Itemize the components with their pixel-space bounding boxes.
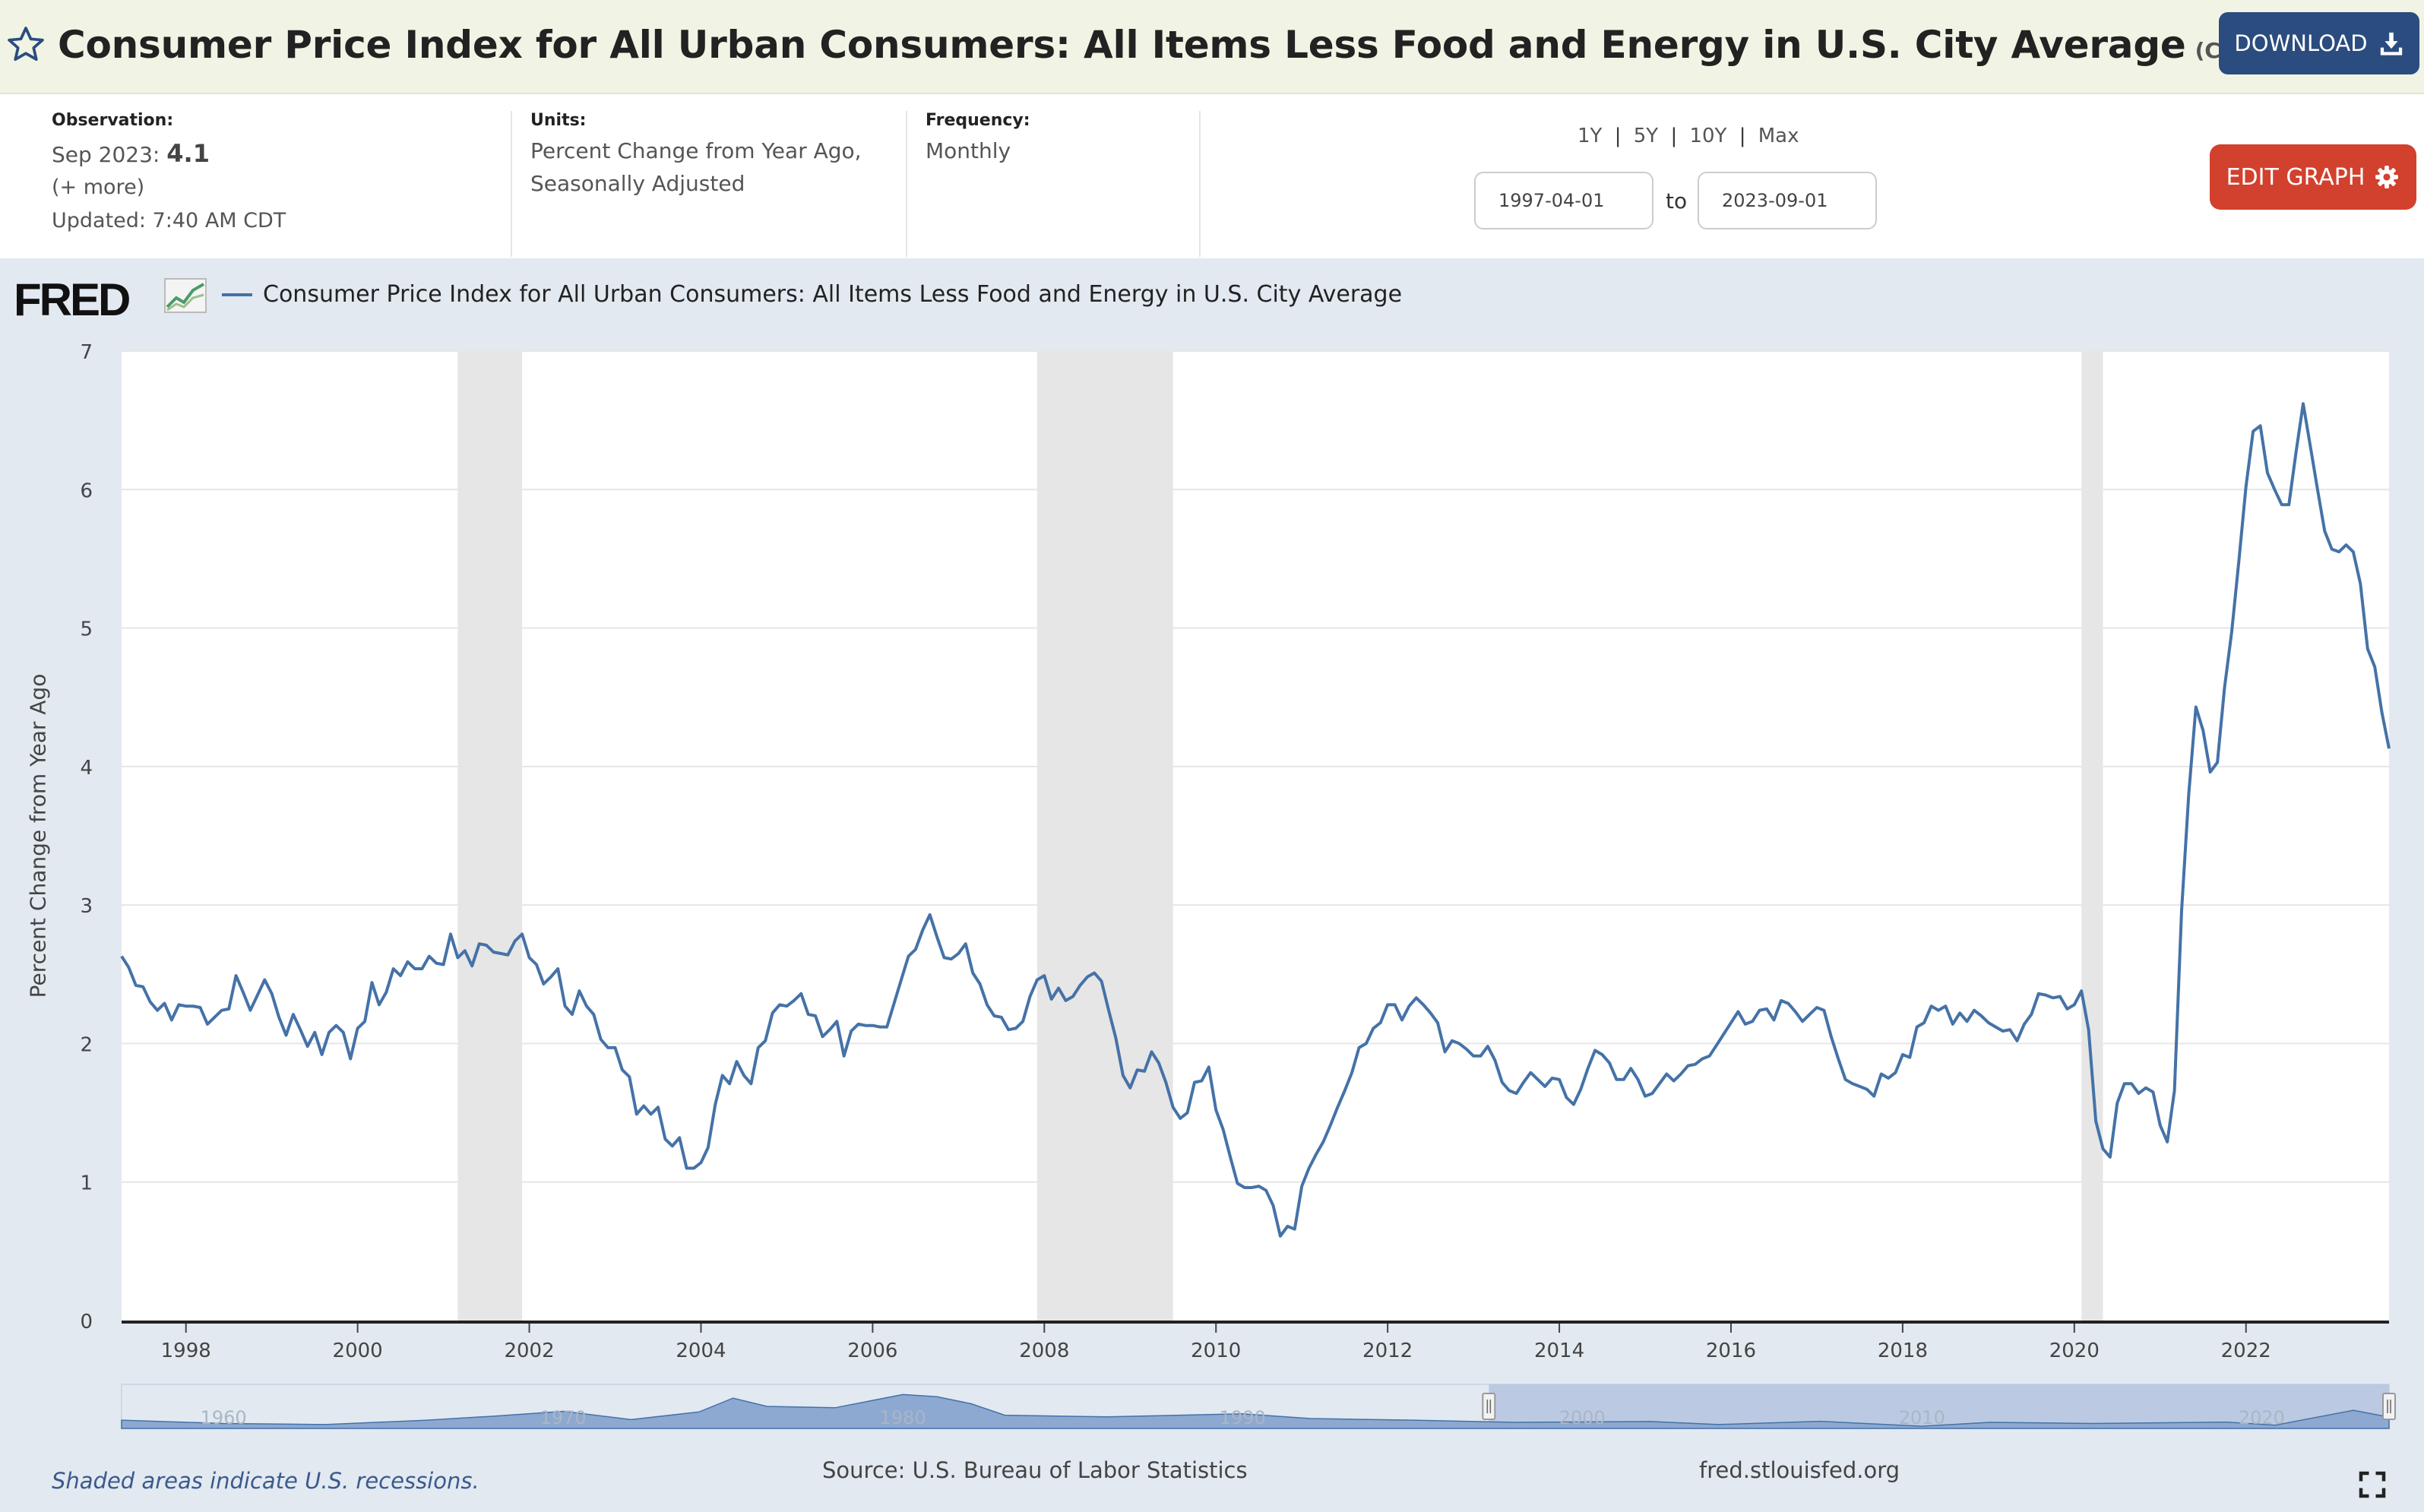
download-icon — [2380, 32, 2402, 55]
navigator-tick-label: 2010 — [1899, 1407, 1945, 1428]
range-5y-button[interactable]: 5Y — [1633, 125, 1659, 147]
source-text: Source: U.S. Bureau of Labor Statistics — [822, 1457, 1248, 1483]
x-tick-label: 2006 — [847, 1340, 897, 1362]
x-tick-label: 2018 — [1878, 1340, 1928, 1362]
range-separator: | — [1614, 125, 1622, 147]
edit-graph-label: EDIT GRAPH — [2226, 163, 2365, 191]
start-date-input[interactable]: 1997-04-01 — [1474, 172, 1653, 229]
updated-time: Updated: 7:40 AM CDT — [52, 209, 286, 232]
recession-band — [2081, 351, 2103, 1321]
navigator-tick-label: 2000 — [1559, 1407, 1606, 1428]
y-tick-label: 2 — [80, 1033, 93, 1056]
observation-panel: Observation: Sep 2023: 4.1 (+ more) Upda… — [52, 111, 286, 238]
download-button[interactable]: DOWNLOAD — [2219, 12, 2419, 74]
download-label: DOWNLOAD — [2234, 30, 2368, 56]
units-line-1: Percent Change from Year Ago, — [530, 138, 862, 163]
fred-logo[interactable]: FRED — [14, 274, 131, 325]
observation-value: 4.1 — [166, 139, 210, 168]
info-bar: Observation: Sep 2023: 4.1 (+ more) Upda… — [0, 94, 2424, 258]
y-tick-label: 6 — [80, 479, 93, 502]
more-link[interactable]: (+ more) — [52, 176, 145, 199]
header-bar: Consumer Price Index for All Urban Consu… — [0, 0, 2424, 94]
navigator-tick-label: 1980 — [880, 1407, 926, 1428]
to-label: to — [1666, 188, 1688, 214]
y-tick-label: 1 — [80, 1172, 93, 1195]
range-1y-button[interactable]: 1Y — [1577, 125, 1603, 147]
frequency-panel: Frequency: Monthly — [926, 111, 1030, 167]
navigator-tick-label: 1970 — [540, 1407, 587, 1428]
edit-graph-button[interactable]: EDIT GRAPH — [2210, 144, 2416, 210]
recession-band — [1036, 351, 1173, 1321]
y-tick-label: 4 — [80, 757, 93, 780]
navigator-tick-label: 1960 — [201, 1407, 247, 1428]
fullscreen-icon[interactable] — [2359, 1471, 2386, 1498]
y-tick-label: 3 — [80, 895, 93, 918]
star-icon[interactable] — [5, 24, 47, 66]
page-title: Consumer Price Index for All Urban Consu… — [58, 23, 2324, 67]
range-max-button[interactable]: Max — [1758, 125, 1799, 147]
x-tick-label: 2022 — [2221, 1340, 2271, 1362]
y-axis-label: Percent Change from Year Ago — [25, 673, 51, 998]
legend-label: Consumer Price Index for All Urban Consu… — [263, 281, 1403, 308]
y-tick-label: 7 — [80, 341, 93, 364]
x-tick-label: 2012 — [1362, 1340, 1413, 1362]
x-tick-label: 2010 — [1191, 1340, 1241, 1362]
fred-url-link[interactable]: fred.stlouisfed.org — [1699, 1457, 1900, 1483]
x-tick-label: 1998 — [161, 1340, 211, 1362]
navigator-tick-label: 1990 — [1220, 1407, 1266, 1428]
navigator-tick-label: 2020 — [2239, 1407, 2285, 1428]
units-panel: Units: Percent Change from Year Ago, Sea… — [530, 111, 862, 200]
recession-band — [457, 351, 523, 1321]
units-line-2: Seasonally Adjusted — [530, 171, 745, 196]
series-title: Consumer Price Index for All Urban Consu… — [58, 23, 2186, 67]
divider — [511, 111, 512, 257]
legend-swatch — [222, 293, 252, 296]
frequency-label: Frequency: — [926, 111, 1030, 130]
y-tick-label: 0 — [80, 1311, 93, 1333]
recession-note: Shaded areas indicate U.S. recessions. — [52, 1468, 479, 1494]
x-tick-label: 2008 — [1019, 1340, 1069, 1362]
gear-icon — [2375, 166, 2399, 188]
range-separator: | — [1670, 125, 1678, 147]
x-tick-label: 2004 — [676, 1340, 726, 1362]
range-10y-button[interactable]: 10Y — [1689, 125, 1727, 147]
observation-date: Sep 2023: — [52, 142, 160, 167]
divider — [906, 111, 907, 257]
x-tick-label: 2014 — [1534, 1340, 1584, 1362]
y-tick-label: 5 — [80, 618, 93, 641]
chart-svg: 0 1 2 3 4 5 6 7 1998 2000 2002 2004 2006 2008 2010 2012… — [80, 341, 2396, 1429]
x-tick-label: 2020 — [2049, 1340, 2100, 1362]
fred-chart-icon — [164, 278, 207, 313]
units-label: Units: — [530, 111, 587, 130]
range-selector: 1Y | 5Y | 10Y | Max — [1577, 125, 1799, 147]
navigator-handle[interactable] — [2382, 1393, 2396, 1420]
observation-value-line: Sep 2023: 4.1 — [52, 138, 286, 171]
x-tick-label: 2000 — [333, 1340, 383, 1362]
series-line — [120, 402, 2391, 1238]
end-date-input[interactable]: 2023-09-01 — [1698, 172, 1877, 229]
range-separator: | — [1739, 125, 1746, 147]
x-tick-label: 2016 — [1706, 1340, 1756, 1362]
observation-label: Observation: — [52, 111, 174, 130]
divider — [1199, 111, 1201, 257]
x-tick-label: 2002 — [504, 1340, 554, 1362]
chart-legend: Consumer Price Index for All Urban Consu… — [222, 281, 1402, 308]
navigator-handle[interactable] — [1482, 1393, 1496, 1420]
navigator-area — [121, 1393, 2390, 1429]
frequency-value: Monthly — [926, 138, 1011, 163]
